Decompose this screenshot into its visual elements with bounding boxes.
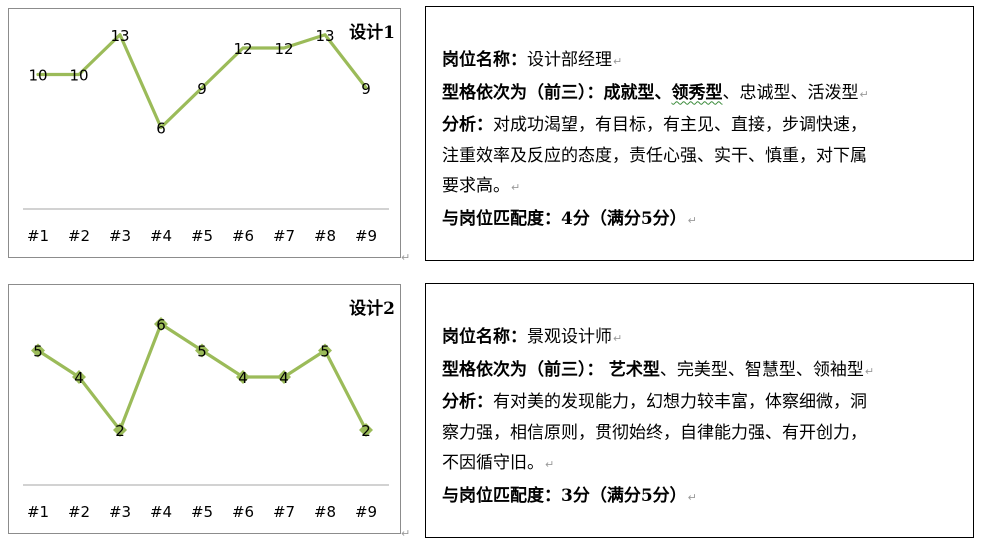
analysis-label: 分析： [442,115,493,135]
x-tick-label: #1 [27,227,49,245]
chart-1-container: 设计1 10 10 13 6 9 12 12 13 9 #1 #2 #3 #4 #5 #6 #7 #8 #9 [8,8,401,258]
series-line [36,33,368,130]
data-label: 13 [315,27,334,45]
x-tick-label: #9 [355,503,377,521]
match-text: 与岗位匹配度：3分（满分5分） [442,485,687,506]
data-label: 10 [28,67,47,85]
position-value: 景观设计师 [527,327,612,347]
chart-2-container: 设计2 5 4 2 6 5 4 4 5 2 #1 #2 #3 #4 #5 #6 #7 #8 #9 [8,284,401,534]
data-point [277,370,291,384]
match-line: 与岗位匹配度：4分（满分5分）↵ [442,204,963,237]
x-tick-label: #4 [150,503,172,521]
paragraph-mark: ↵ [687,213,697,227]
series-line [36,322,368,432]
data-label: 9 [361,80,371,98]
x-tick-label: #2 [68,503,90,521]
data-label: 12 [233,40,252,58]
data-label: 9 [197,80,207,98]
analysis-text: 不因循守旧。 [442,453,544,473]
data-label: 5 [320,343,330,361]
x-tick-label: #6 [232,227,254,245]
match-line: 与岗位匹配度：3分（满分5分）↵ [442,481,963,514]
chart-1: 设计1 10 10 13 6 9 12 12 13 9 #1 #2 #3 #4 #5 #6 #7 #8 #9 [23,22,395,245]
data-label: 4 [74,369,84,387]
profile-1-box: 岗位名称：设计部经理↵ 型格依次为（前三）：成就型、领秀型、忠诚型、活泼型↵ 分… [425,6,974,261]
analysis-line: 注重效率及反应的态度，责任心强、实干、慎重，对下属 [442,145,867,166]
data-label: 4 [238,369,248,387]
types-label: 型格依次为（前三）： [442,359,604,380]
position-value: 设计部经理 [527,50,612,70]
paragraph-mark: ↵ [613,55,623,68]
data-point [236,370,250,384]
analysis-text: 有对美的发现能力，幻想力较丰富，体察细微，洞 [493,392,867,412]
data-label: 10 [69,67,88,85]
position-line: 岗位名称：设计部经理↵ [442,45,963,78]
x-tick-label: #2 [68,227,90,245]
x-tick-label: #6 [232,503,254,521]
x-tick-label: #3 [109,227,131,245]
analysis-text: 要求高。 [442,176,510,196]
position-line: 岗位名称：景观设计师↵ [442,322,963,355]
x-tick-label: #5 [191,503,213,521]
analysis-label: 分析： [442,392,493,412]
x-tick-label: #7 [273,503,295,521]
position-label: 岗位名称： [442,327,527,347]
chart-2: 设计2 5 4 2 6 5 4 4 5 2 #1 #2 #3 #4 #5 #6 #7 #8 #9 [23,298,395,521]
paragraph-mark: ↵ [859,87,869,101]
paragraph-mark: ↵ [613,332,623,345]
x-tick-label: #1 [27,503,49,521]
paragraph-mark: ↵ [545,458,555,471]
data-point [113,423,127,437]
data-point [318,343,332,358]
types-line: 型格依次为（前三）： 艺术型、完美型、智慧型、领袖型↵ [442,355,963,388]
x-tick-label: #3 [109,503,131,521]
paragraph-mark: ↵ [511,181,521,194]
analysis-line: 分析：有对美的发现能力，幻想力较丰富，体察细微，洞 [442,387,963,418]
paragraph-mark: ↵ [864,364,875,378]
x-tick-label: #8 [314,227,336,245]
data-point [359,423,373,437]
match-text: 与岗位匹配度：4分（满分5分） [442,208,687,229]
types-secondary: 领秀型 [671,82,723,103]
types-rest: 、忠诚型、活泼型 [722,82,859,103]
types-label: 型格依次为（前三）： [442,82,604,103]
types-line: 型格依次为（前三）：成就型、领秀型、忠诚型、活泼型↵ [442,78,963,111]
data-point [154,317,168,331]
paragraph-mark: ↵ [687,490,697,504]
data-point [195,343,209,358]
chart-title: 设计2 [349,298,395,319]
chart-title: 设计1 [349,22,395,43]
data-label: 12 [274,40,293,58]
x-tick-label: #8 [314,503,336,521]
data-label: 6 [156,120,166,138]
position-label: 岗位名称： [442,50,527,70]
types-separator: 、 [654,82,672,103]
data-label: 4 [279,369,289,387]
types-primary: 艺术型 [608,359,660,380]
data-label: 2 [361,422,371,440]
paragraph-mark: ↵ [401,251,411,264]
analysis-line: 分析：对成功渴望，有目标，有主见、直接，步调快速， [442,110,963,141]
analysis-line: 不因循守旧。↵ [442,448,963,481]
data-label: 6 [156,316,166,334]
data-label: 2 [115,422,125,440]
x-tick-label: #7 [273,227,295,245]
data-point [31,343,45,358]
analysis-line: 察力强，相信原则，贯彻始终，自律能力强、有开创力， [442,422,867,443]
types-primary: 成就型 [603,82,655,103]
x-tick-label: #5 [191,227,213,245]
analysis-text: 对成功渴望，有目标，有主见、直接，步调快速， [493,115,867,135]
types-rest: 、完美型、智慧型、领袖型 [659,359,864,380]
profile-2-box: 岗位名称：景观设计师↵ 型格依次为（前三）： 艺术型、完美型、智慧型、领袖型↵ … [425,283,974,538]
paragraph-mark: ↵ [401,527,411,540]
x-tick-label: #4 [150,227,172,245]
data-label: 13 [110,27,129,45]
analysis-line: 要求高。↵ [442,171,963,204]
x-tick-label: #9 [355,227,377,245]
data-label: 5 [33,343,43,361]
data-label: 5 [197,343,207,361]
data-point [72,370,86,384]
